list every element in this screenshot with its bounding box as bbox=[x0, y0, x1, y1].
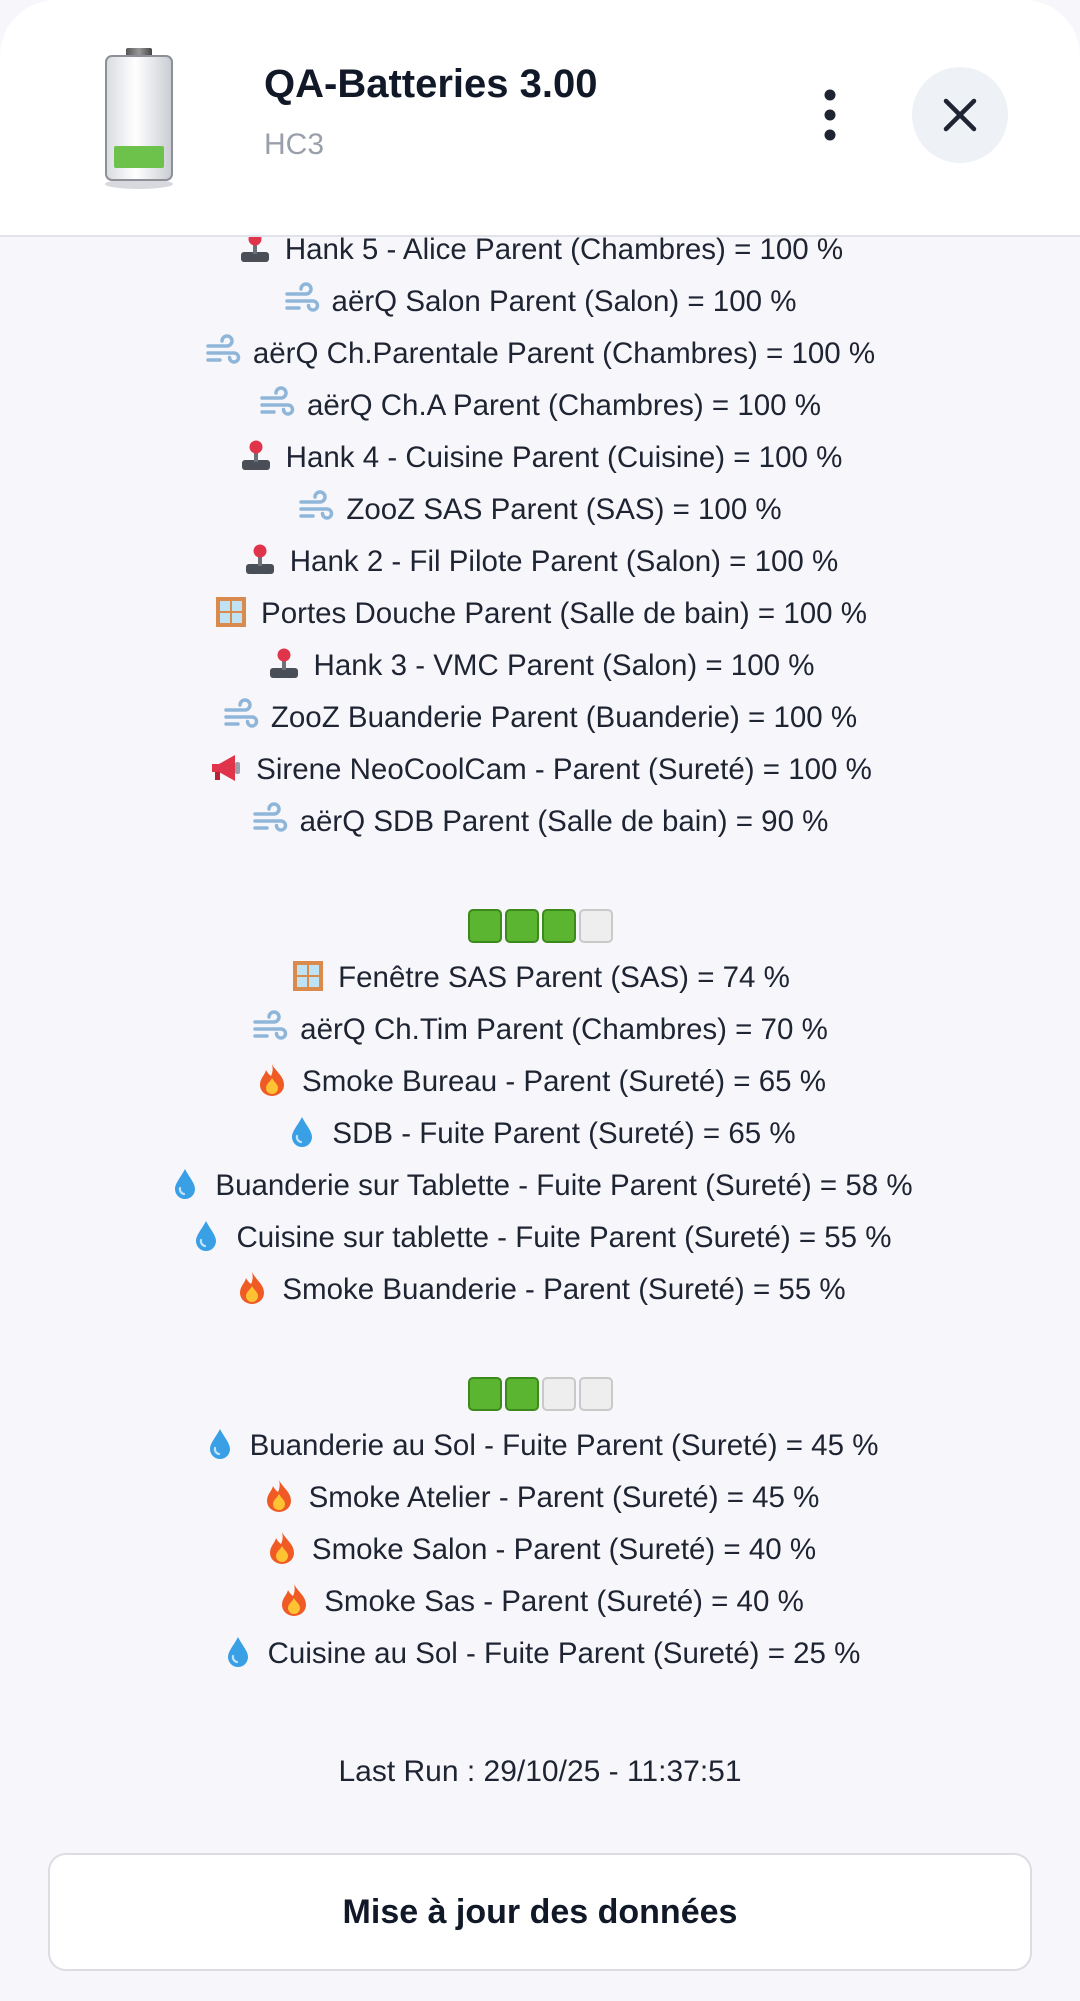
device-battery-text: Cuisine au Sol - Fuite Parent (Sureté) =… bbox=[267, 1637, 861, 1670]
page-subtitle: HC3 bbox=[264, 128, 325, 161]
level-square-empty bbox=[578, 909, 613, 943]
device-battery-row: Smoke Salon - Parent (Sureté) = 40 % bbox=[0, 1524, 1080, 1576]
droplet-icon bbox=[167, 1166, 203, 1202]
close-icon bbox=[943, 98, 977, 132]
battery-list: Hank 5 - Alice Parent (Chambres) = 100 %… bbox=[0, 224, 1080, 1680]
level-square-filled bbox=[541, 909, 576, 943]
device-battery-text: Portes Douche Parent (Salle de bain) = 1… bbox=[261, 597, 867, 630]
device-battery-row: aërQ Ch.Tim Parent (Chambres) = 70 % bbox=[0, 1004, 1080, 1056]
more-vertical-icon[interactable] bbox=[800, 80, 860, 150]
joystick-icon bbox=[238, 438, 274, 474]
level-square-filled bbox=[504, 909, 539, 943]
device-battery-text: aërQ SDB Parent (Salle de bain) = 90 % bbox=[299, 805, 829, 838]
device-battery-text: aërQ Ch.Tim Parent (Chambres) = 70 % bbox=[300, 1013, 828, 1046]
wind-icon bbox=[284, 282, 320, 318]
level-square-empty bbox=[541, 1377, 576, 1411]
device-battery-row: aërQ Ch.A Parent (Chambres) = 100 % bbox=[0, 380, 1080, 432]
device-battery-text: Smoke Salon - Parent (Sureté) = 40 % bbox=[311, 1533, 817, 1566]
wind-icon bbox=[205, 334, 241, 370]
device-battery-row: Hank 4 - Cuisine Parent (Cuisine) = 100 … bbox=[0, 432, 1080, 484]
joystick-icon bbox=[242, 542, 278, 578]
device-battery-text: aërQ Ch.Parentale Parent (Chambres) = 10… bbox=[252, 337, 876, 370]
wind-icon bbox=[223, 698, 259, 734]
device-battery-row: Sirene NeoCoolCam - Parent (Sureté) = 10… bbox=[0, 744, 1080, 796]
joystick-icon bbox=[266, 646, 302, 682]
battery-icon bbox=[105, 48, 173, 189]
level-square-filled bbox=[467, 1377, 502, 1411]
fire-icon bbox=[234, 1270, 270, 1306]
group-spacer bbox=[0, 848, 1080, 900]
page-title: QA-Batteries 3.00 bbox=[264, 62, 598, 106]
device-battery-row: Hank 5 - Alice Parent (Chambres) = 100 % bbox=[0, 224, 1080, 276]
droplet-icon bbox=[202, 1426, 238, 1462]
device-battery-row: Portes Douche Parent (Salle de bain) = 1… bbox=[0, 588, 1080, 640]
device-battery-text: Smoke Atelier - Parent (Sureté) = 45 % bbox=[308, 1481, 820, 1514]
level-square-empty bbox=[578, 1377, 613, 1411]
device-battery-row: aërQ Ch.Parentale Parent (Chambres) = 10… bbox=[0, 328, 1080, 380]
wind-icon bbox=[298, 490, 334, 526]
droplet-icon bbox=[284, 1114, 320, 1150]
fire-icon bbox=[261, 1478, 297, 1514]
wind-icon bbox=[252, 1010, 288, 1046]
device-battery-text: aërQ Ch.A Parent (Chambres) = 100 % bbox=[306, 389, 822, 422]
group-spacer bbox=[0, 1316, 1080, 1368]
droplet-icon bbox=[188, 1218, 224, 1254]
device-battery-text: Hank 3 - VMC Parent (Salon) = 100 % bbox=[313, 649, 815, 682]
last-run-label: Last Run : 29/10/25 - 11:37:51 bbox=[338, 1755, 742, 1788]
device-battery-row: ZooZ Buanderie Parent (Buanderie) = 100 … bbox=[0, 692, 1080, 744]
droplet-icon bbox=[220, 1634, 256, 1670]
device-battery-text: Hank 2 - Fil Pilote Parent (Salon) = 100… bbox=[289, 545, 839, 578]
device-battery-text: ZooZ SAS Parent (SAS) = 100 % bbox=[346, 493, 782, 526]
device-battery-row: Cuisine au Sol - Fuite Parent (Sureté) =… bbox=[0, 1628, 1080, 1680]
battery-level-indicator bbox=[0, 1368, 1080, 1420]
device-battery-text: Smoke Buanderie - Parent (Sureté) = 55 % bbox=[282, 1273, 846, 1306]
fire-icon bbox=[264, 1530, 300, 1566]
device-battery-text: ZooZ Buanderie Parent (Buanderie) = 100 … bbox=[270, 701, 858, 734]
device-battery-text: aërQ Salon Parent (Salon) = 100 % bbox=[331, 285, 797, 318]
device-battery-row: Buanderie sur Tablette - Fuite Parent (S… bbox=[0, 1160, 1080, 1212]
wind-icon bbox=[252, 802, 288, 838]
device-battery-row: Smoke Atelier - Parent (Sureté) = 45 % bbox=[0, 1472, 1080, 1524]
fire-icon bbox=[254, 1062, 290, 1098]
fire-icon bbox=[276, 1582, 312, 1618]
level-square-filled bbox=[504, 1377, 539, 1411]
loudspeaker-icon bbox=[208, 750, 244, 786]
device-battery-text: SDB - Fuite Parent (Sureté) = 65 % bbox=[332, 1117, 796, 1150]
device-battery-row: Smoke Sas - Parent (Sureté) = 40 % bbox=[0, 1576, 1080, 1628]
window-icon bbox=[213, 594, 249, 630]
device-battery-text: Buanderie sur Tablette - Fuite Parent (S… bbox=[215, 1169, 913, 1202]
device-battery-text: Smoke Sas - Parent (Sureté) = 40 % bbox=[324, 1585, 804, 1618]
device-battery-row: Smoke Buanderie - Parent (Sureté) = 55 % bbox=[0, 1264, 1080, 1316]
device-battery-row: ZooZ SAS Parent (SAS) = 100 % bbox=[0, 484, 1080, 536]
device-battery-text: Hank 4 - Cuisine Parent (Cuisine) = 100 … bbox=[285, 441, 843, 474]
device-battery-text: Buanderie au Sol - Fuite Parent (Sureté)… bbox=[249, 1429, 879, 1462]
device-battery-text: Cuisine sur tablette - Fuite Parent (Sur… bbox=[236, 1221, 892, 1254]
device-battery-text: Fenêtre SAS Parent (SAS) = 74 % bbox=[338, 961, 790, 994]
device-battery-row: Smoke Bureau - Parent (Sureté) = 65 % bbox=[0, 1056, 1080, 1108]
device-battery-row: Fenêtre SAS Parent (SAS) = 74 % bbox=[0, 952, 1080, 1004]
device-battery-row: Hank 3 - VMC Parent (Salon) = 100 % bbox=[0, 640, 1080, 692]
wind-icon bbox=[259, 386, 295, 422]
sheet-header: QA-Batteries 3.00 HC3 bbox=[0, 0, 1080, 237]
battery-level-indicator bbox=[0, 900, 1080, 952]
device-battery-text: Smoke Bureau - Parent (Sureté) = 65 % bbox=[302, 1065, 826, 1098]
level-square-filled bbox=[467, 909, 502, 943]
device-battery-row: SDB - Fuite Parent (Sureté) = 65 % bbox=[0, 1108, 1080, 1160]
window-icon bbox=[290, 958, 326, 994]
device-battery-row: Buanderie au Sol - Fuite Parent (Sureté)… bbox=[0, 1420, 1080, 1472]
device-battery-text: Hank 5 - Alice Parent (Chambres) = 100 % bbox=[284, 233, 844, 266]
device-battery-row: Cuisine sur tablette - Fuite Parent (Sur… bbox=[0, 1212, 1080, 1264]
device-battery-row: aërQ Salon Parent (Salon) = 100 % bbox=[0, 276, 1080, 328]
device-battery-row: aërQ SDB Parent (Salle de bain) = 90 % bbox=[0, 796, 1080, 848]
close-button[interactable] bbox=[912, 67, 1008, 163]
update-data-button[interactable]: Mise à jour des données bbox=[48, 1853, 1032, 1971]
device-battery-row: Hank 2 - Fil Pilote Parent (Salon) = 100… bbox=[0, 536, 1080, 588]
device-battery-text: Sirene NeoCoolCam - Parent (Sureté) = 10… bbox=[256, 753, 872, 786]
